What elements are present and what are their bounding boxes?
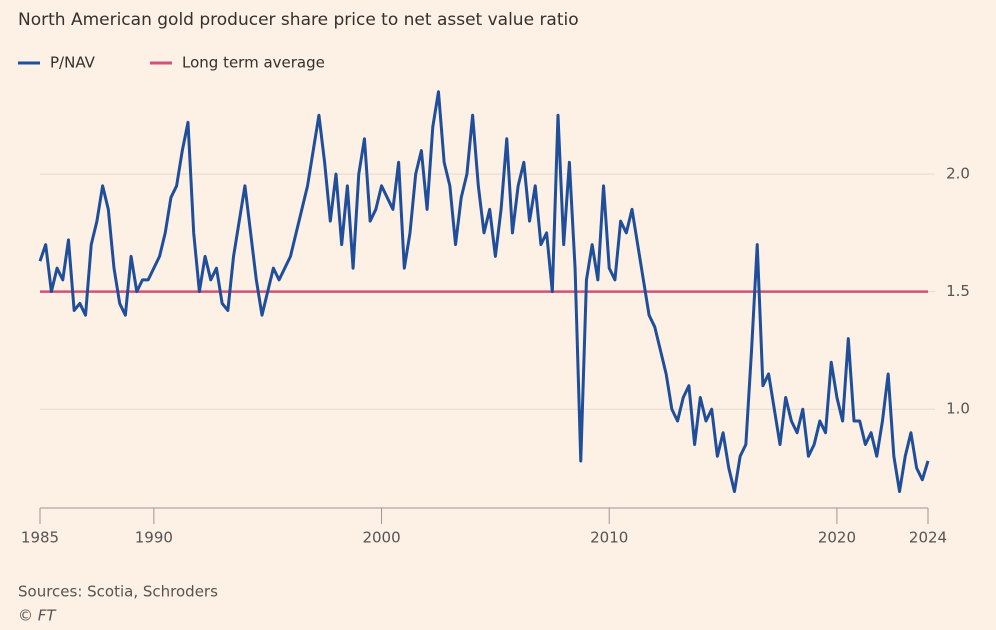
legend-label: Long term average	[182, 54, 325, 72]
x-tick-label: 2024	[909, 529, 947, 547]
legend-label: P/NAV	[50, 54, 96, 72]
credit: © FT	[18, 607, 57, 625]
y-tick-label: 2.0	[946, 165, 970, 183]
x-tick-label: 2020	[818, 529, 856, 547]
data-line	[38, 90, 930, 494]
x-tick-label: 1990	[135, 529, 173, 547]
chart-title: North American gold producer share price…	[18, 10, 579, 30]
x-tick-label: 1985	[21, 529, 59, 547]
y-tick-label: 1.5	[946, 282, 970, 300]
x-tick-label: 2010	[590, 529, 628, 547]
y-tick-label: 1.0	[946, 400, 970, 418]
x-tick-label: 2000	[362, 529, 400, 547]
source: Sources: Scotia, Schroders	[18, 583, 218, 601]
